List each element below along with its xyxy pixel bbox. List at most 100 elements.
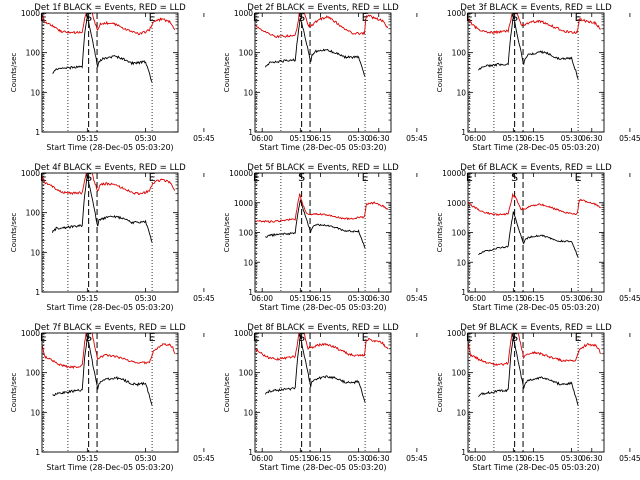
y-tick-label: 100 [239, 49, 254, 58]
y-tick-label: 10 [30, 248, 40, 257]
plot-frame [41, 172, 179, 293]
marker-label: E [149, 11, 156, 24]
marker-label: S [298, 11, 305, 24]
x-tick-label: 05:45 [406, 134, 428, 143]
plot-frame [254, 12, 392, 133]
y-tick-label: 1 [461, 288, 466, 297]
y-tick-label: 1 [461, 448, 466, 457]
marker-label: E [253, 171, 260, 184]
y-tick-label: 1 [248, 448, 253, 457]
series-line-lld [42, 173, 176, 196]
y-tick-label: 100 [452, 369, 467, 378]
x-tick-label: 06:15 [310, 134, 332, 143]
y-axis-label: Counts/sec [435, 53, 444, 93]
chart-title: Det 7f BLACK = Events, RED = LLD [34, 323, 186, 333]
marker-label: E [466, 331, 473, 344]
chart-panel-8: Det 8f BLACK = Events, RED = LLD11010010… [222, 323, 603, 472]
y-axis-label: Counts/sec [222, 53, 231, 93]
x-tick-label: 05:15 [77, 134, 99, 143]
x-tick-label: 06:30 [581, 134, 603, 143]
series-line-lld [42, 333, 176, 370]
plot-frame [254, 332, 392, 453]
y-tick-label: 1000 [234, 329, 253, 338]
x-tick-label: 05:45 [619, 134, 640, 143]
series-line-events [52, 336, 153, 406]
marker-label: S [85, 331, 92, 344]
marker-label: E [362, 171, 369, 184]
chart-title: Det 9f BLACK = Events, RED = LLD [460, 323, 612, 333]
x-tick-label: 06:00 [251, 454, 273, 463]
marker-label: E [466, 11, 473, 24]
marker-label: E [253, 11, 260, 24]
y-tick-label: 10000 [229, 169, 253, 178]
y-tick-label: 1000 [21, 9, 40, 18]
y-axis-label: Counts/sec [222, 213, 231, 253]
x-tick-label: 05:30 [561, 294, 583, 303]
series-line-lld [468, 13, 602, 35]
plot-frame [467, 12, 605, 133]
y-tick-label: 1 [248, 128, 253, 137]
y-tick-label: 10 [243, 88, 253, 97]
y-tick-label: 10 [456, 258, 466, 267]
marker-label: E [253, 331, 260, 344]
y-tick-label: 10 [243, 258, 253, 267]
chart-title: Det 5f BLACK = Events, RED = LLD [247, 163, 399, 173]
x-tick-label: 06:00 [251, 294, 273, 303]
x-tick-label: 06:15 [523, 454, 545, 463]
y-tick-label: 1000 [234, 199, 253, 208]
chart-title: Det 3f BLACK = Events, RED = LLD [460, 3, 612, 13]
chart-title: Det 8f BLACK = Events, RED = LLD [247, 323, 399, 333]
series-line-events [478, 16, 579, 79]
y-tick-label: 100 [26, 49, 41, 58]
x-axis-label: Start Time (28-Dec-05 05:03:20) [259, 303, 386, 312]
y-tick-label: 1000 [447, 329, 466, 338]
y-tick-label: 1000 [447, 9, 466, 18]
x-axis-label: Start Time (28-Dec-05 05:03:20) [472, 303, 599, 312]
y-tick-label: 100 [26, 369, 41, 378]
x-tick-label: 05:15 [77, 294, 99, 303]
series-line-events [478, 211, 579, 258]
y-axis-label: Counts/sec [9, 213, 18, 253]
x-tick-label: 06:30 [368, 134, 390, 143]
y-tick-label: 100 [452, 229, 467, 238]
x-tick-label: 06:30 [368, 454, 390, 463]
chart-panel-9: Det 9f BLACK = Events, RED = LLD 1 10 100 10… [435, 323, 640, 472]
plot-frame [41, 332, 179, 453]
y-tick-label: 1 [35, 288, 40, 297]
x-tick-label: 05:45 [406, 294, 428, 303]
x-tick-label: 05:15 [503, 454, 525, 463]
marker-label: E [575, 171, 582, 184]
marker-label: S [511, 11, 518, 24]
x-axis-label: Start Time (28-Dec-05 05:03:20) [472, 143, 599, 152]
x-axis-label: Start Time (28-Dec-05 05:03:20) [259, 463, 386, 472]
y-tick-label: 10000 [442, 169, 466, 178]
y-axis-label: Counts/sec [435, 373, 444, 413]
chart-title: Det 6f BLACK = Events, RED = LLD [460, 163, 612, 173]
x-tick-label: 05:30 [561, 454, 583, 463]
x-tick-label: 05:15 [503, 294, 525, 303]
marker-label: E [40, 331, 47, 344]
marker-label: E [149, 171, 156, 184]
x-tick-label: 05:15 [77, 454, 99, 463]
x-tick-label: 06:30 [368, 294, 390, 303]
plot-frame [254, 172, 392, 293]
marker-label: S [85, 171, 92, 184]
y-tick-label: 10 [456, 88, 466, 97]
x-tick-label: 06:00 [464, 294, 486, 303]
y-tick-label: 1 [35, 448, 40, 457]
y-tick-label: 1 [461, 128, 466, 137]
x-tick-label: 05:45 [193, 134, 215, 143]
marker-label: E [149, 331, 156, 344]
x-tick-label: 05:30 [135, 454, 157, 463]
chart-panel-5: Det 5f BLACK = Events, RED = LLD 1 10 100 10… [222, 163, 603, 312]
marker-label: S [511, 331, 518, 344]
marker-label: S [85, 11, 92, 24]
series-line-lld [42, 13, 176, 36]
series-line-lld [255, 13, 389, 39]
x-tick-label: 05:45 [193, 454, 215, 463]
chart-title: Det 1f BLACK = Events, RED = LLD [34, 3, 186, 13]
y-tick-label: 1000 [21, 169, 40, 178]
chart-panel-3: Det 3f BLACK = Events, RED = LLD 1 10 100 10… [435, 3, 640, 152]
series-line-events [265, 198, 366, 249]
